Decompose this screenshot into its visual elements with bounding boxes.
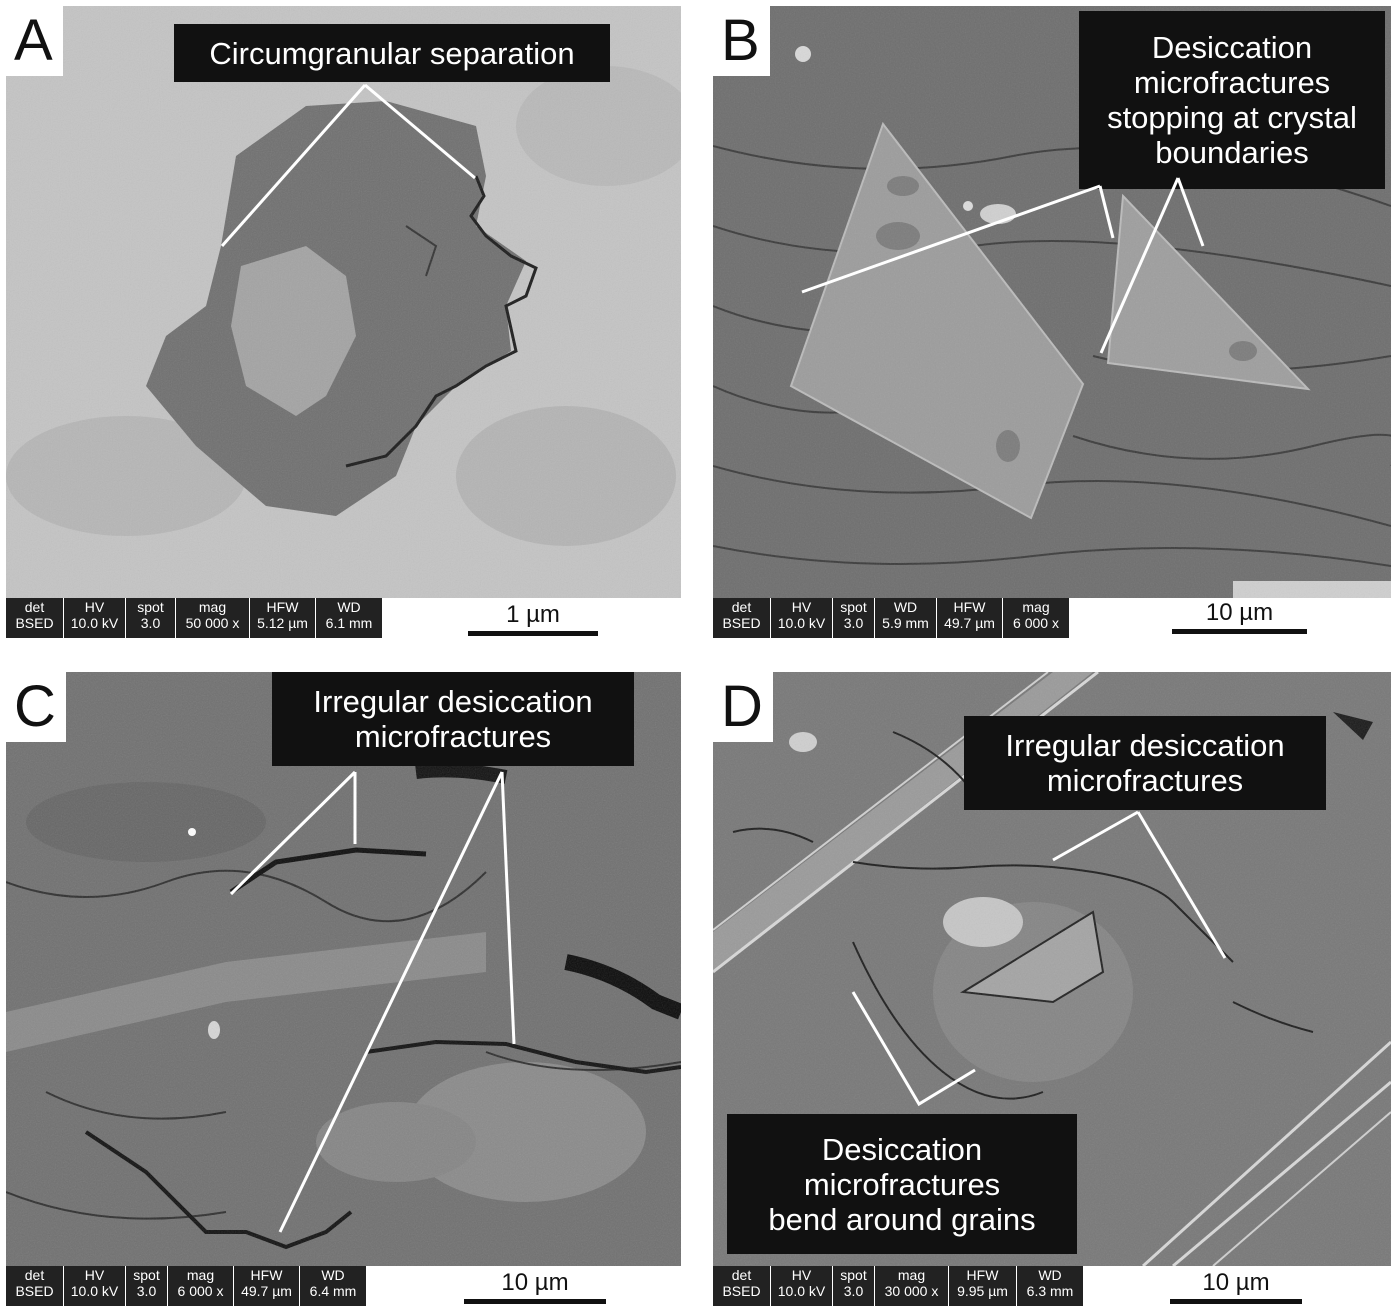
callout-irregular-d: Irregular desiccation microfractures xyxy=(964,716,1326,810)
data-cell: WD 6.4 mm xyxy=(300,1266,366,1306)
data-cell: spot 3.0 xyxy=(833,598,875,638)
data-cell: mag 50 000 x xyxy=(176,598,250,638)
scale-bar-a: 1 µm xyxy=(468,602,598,636)
data-cell: HV 10.0 kV xyxy=(771,1266,833,1306)
scale-line xyxy=(468,631,598,636)
data-cell: spot 3.0 xyxy=(833,1266,875,1306)
callout-line: Irregular desiccation xyxy=(1005,728,1285,763)
callout-line: microfractures xyxy=(1046,763,1244,798)
callout-bend-around-grains: Desiccation microfractures bend around g… xyxy=(727,1114,1077,1254)
data-cell: mag 6 000 x xyxy=(1003,598,1069,638)
callout-line: stopping at crystal xyxy=(1107,100,1357,135)
scale-bar-b: 10 µm xyxy=(1172,600,1307,634)
scale-line xyxy=(464,1299,606,1304)
scale-label: 10 µm xyxy=(1205,599,1274,626)
data-cell: WD 6.3 mm xyxy=(1017,1266,1083,1306)
data-cell: det BSED xyxy=(713,1266,771,1306)
data-cell: HV 10.0 kV xyxy=(64,1266,126,1306)
callout-line: Desiccation xyxy=(1151,30,1313,65)
data-cell: HV 10.0 kV xyxy=(64,598,126,638)
data-bar-d: det BSED HV 10.0 kV spot 3.0 mag 30 000 x HF… xyxy=(713,1266,1083,1306)
callout-line: Irregular desiccation xyxy=(313,684,593,719)
data-cell: spot 3.0 xyxy=(126,598,176,638)
callout-line: Desiccation xyxy=(821,1131,983,1167)
panel-a: A Circumgranular separation xyxy=(6,6,681,598)
panel-letter: A xyxy=(6,6,63,76)
panel-letter: D xyxy=(713,672,773,742)
callout-irregular-c: Irregular desiccation microfractures xyxy=(272,672,634,766)
callout-line: microfractures xyxy=(803,1166,1001,1202)
sem-image-a xyxy=(6,6,681,598)
data-cell: spot 3.0 xyxy=(126,1266,168,1306)
data-cell: WD 5.9 mm xyxy=(875,598,937,638)
panel-letter: B xyxy=(713,6,770,76)
data-bar-b: det BSED HV 10.0 kV spot 3.0 WD 5.9 mm HFW 49… xyxy=(713,598,1069,638)
callout-circumgranular: Circumgranular separation xyxy=(174,24,610,82)
scale-label: 1 µm xyxy=(506,601,560,628)
callout-line: microfractures xyxy=(1133,65,1331,100)
scale-line xyxy=(1170,1299,1302,1304)
callout-stopping-at-boundaries: Desiccation microfractures stopping at c… xyxy=(1079,11,1385,189)
scale-bar-d: 10 µm xyxy=(1170,1270,1302,1304)
data-cell: WD 6.1 mm xyxy=(316,598,382,638)
panel-letter: C xyxy=(6,672,66,742)
callout-line: bend around grains xyxy=(768,1201,1036,1237)
data-cell: HV 10.0 kV xyxy=(771,598,833,638)
scale-bar-c: 10 µm xyxy=(464,1270,606,1304)
scale-label: 10 µm xyxy=(1202,1269,1270,1296)
data-cell: det BSED xyxy=(6,598,64,638)
panel-c: C Irregular desiccation microfractures xyxy=(6,672,681,1266)
callout-line: microfractures xyxy=(354,719,552,754)
scale-line xyxy=(1172,629,1307,634)
panel-d: D Irregular desiccation microfractures D… xyxy=(713,672,1391,1266)
data-cell: mag 30 000 x xyxy=(875,1266,949,1306)
data-bar-c: det BSED HV 10.0 kV spot 3.0 mag 6 000 x HFW… xyxy=(6,1266,366,1306)
data-cell: HFW 5.12 µm xyxy=(250,598,316,638)
data-cell: HFW 49.7 µm xyxy=(937,598,1003,638)
data-bar-a: det BSED HV 10.0 kV spot 3.0 mag 50 000 x HF… xyxy=(6,598,382,638)
data-cell: det BSED xyxy=(713,598,771,638)
data-cell: HFW 49.7 µm xyxy=(234,1266,300,1306)
data-cell: det BSED xyxy=(6,1266,64,1306)
data-cell: HFW 9.95 µm xyxy=(949,1266,1017,1306)
scale-label: 10 µm xyxy=(501,1269,569,1296)
callout-line: Circumgranular separation xyxy=(209,35,575,71)
data-cell: mag 6 000 x xyxy=(168,1266,234,1306)
panel-b: B Desiccation microfractures stopping at… xyxy=(713,6,1391,598)
callout-line: boundaries xyxy=(1155,135,1309,170)
